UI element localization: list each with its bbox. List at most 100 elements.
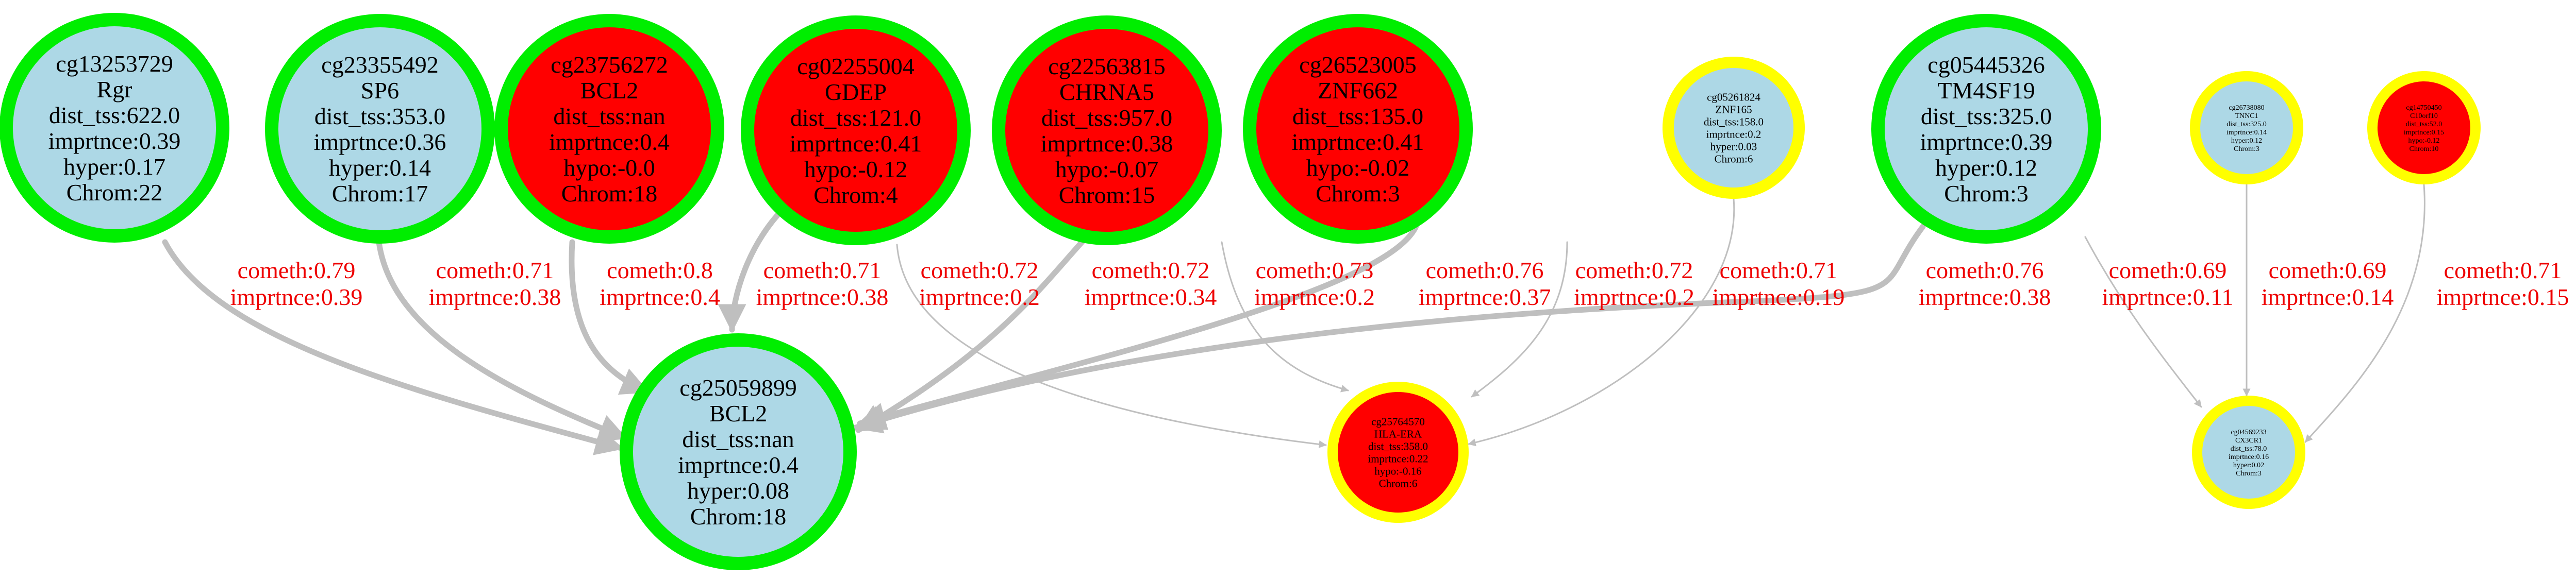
node-body	[2202, 406, 2295, 499]
edge-importance-value: imprtnce:0.19	[1713, 284, 1845, 310]
node-body	[13, 26, 216, 229]
node-label-line: Chrom:3	[1316, 180, 1400, 207]
node-label-line: BCL2	[580, 77, 638, 104]
edge-cg14750450-to-cg04569233	[2304, 183, 2425, 443]
node-label-line: C10orf10	[2410, 112, 2438, 120]
edge-cometh-value: cometh:0.79	[238, 257, 356, 283]
edge-cometh-value: cometh:0.71	[1720, 257, 1838, 283]
node-label-line: Chrom:22	[67, 179, 163, 206]
node-label-line: hyper:0.02	[2233, 462, 2264, 469]
node-body	[508, 27, 711, 230]
node-label-line: imprtnce:0.15	[2404, 129, 2444, 137]
node-label-line: hyper:0.08	[687, 478, 789, 504]
node-label-line: hypo:-0.0	[563, 155, 655, 181]
edge-cg05445326-to-cg25059899	[853, 224, 1926, 434]
edge-cg23756272-to-cg25059899	[569, 239, 650, 395]
node-label-line: dist_tss:622.0	[49, 102, 180, 128]
node-cg23355492[interactable]: cg23355492 SP6 dist_tss:353.0 imprtnce:0.36…	[265, 14, 495, 244]
edge-cg02255004-to-cg25764570	[896, 244, 1327, 448]
edge-importance-value: imprtnce:0.38	[429, 284, 561, 310]
node-label-line: imprtnce:0.41	[790, 130, 922, 157]
node-label-line: cg25059899	[679, 374, 796, 401]
edge-cg02255004-to-cg25059899	[718, 200, 792, 333]
node-body	[1674, 68, 1793, 188]
node-label-line: imprtnce:0.4	[549, 129, 670, 155]
node-label-line: imprtnce:0.2	[1706, 128, 1761, 140]
node-cg23756272[interactable]: cg23756272 BCL2 dist_tss:nan imprtnce:0.4 hy…	[494, 14, 724, 244]
node-body	[1885, 27, 2088, 230]
node-body	[2378, 81, 2470, 174]
node-label-line: dist_tss:135.0	[1292, 103, 1423, 129]
node-label-line: hypo:-0.12	[804, 156, 908, 182]
node-label-line: ZNF662	[1318, 77, 1398, 104]
edge-cg26523005-to-cg25764570	[1471, 241, 1568, 398]
node-cg25764570[interactable]: cg25764570 HLA-ERA dist_tss:358.0 imprtnce:…	[1327, 382, 1469, 523]
node-cg04569233[interactable]: cg04569233 CX3CR1 dist_tss:78.0 imprtnce:0.…	[2192, 396, 2305, 509]
node-body	[1338, 392, 1458, 513]
node-body	[633, 347, 843, 557]
edge-label-cg14750450-to-cg04569233: cometh:0.71 imprtnce:0.15	[2437, 257, 2569, 310]
node-cg14750450[interactable]: cg14750450 C10orf10 dist_tss:52.0 imprtnce:…	[2367, 71, 2481, 184]
node-label-line: cg02255004	[797, 53, 914, 79]
edge-label-cg26738080-to-cg04569233: cometh:0.69 imprtnce:0.14	[2262, 257, 2394, 310]
edge-cometh-value: cometh:0.69	[2109, 257, 2227, 283]
node-label-line: cg14750450	[2406, 104, 2441, 112]
node-label-line: hyper:0.03	[1710, 140, 1757, 152]
node-label-line: Chrom:3	[2236, 470, 2262, 478]
node-label-line: hyper:0.12	[2231, 137, 2262, 145]
node-label-line: imprtnce:0.39	[1920, 129, 2053, 155]
edge-label-cg02255004-to-cg25059899: cometh:0.71 imprtnce:0.38	[756, 257, 889, 310]
node-label-line: TM4SF19	[1937, 77, 2035, 104]
node-cg02255004[interactable]: cg02255004 GDEP dist_tss:121.0 imprtnce:0.4…	[741, 15, 971, 245]
node-label-line: imprtnce:0.4	[678, 452, 799, 478]
node-label-line: cg23756272	[551, 52, 668, 78]
edge-label-cg05261824-to-cg25764570: cometh:0.71 imprtnce:0.19	[1713, 257, 1845, 310]
node-label-line: CHRNA5	[1059, 79, 1154, 105]
node-cg26738080[interactable]: cg26738080 TNNC1 dist_tss:325.0 imprtnce:0.…	[2190, 71, 2303, 184]
node-label-line: dist_tss:957.0	[1041, 105, 1172, 131]
node-cg25059899[interactable]: cg25059899 BCL2 dist_tss:nan imprtnce:0.4 hy…	[620, 333, 857, 570]
node-body	[2200, 81, 2293, 174]
node-label-line: cg26523005	[1299, 52, 1416, 78]
node-cg22563815[interactable]: cg22563815 CHRNA5 dist_tss:957.0 imprtnce:0…	[992, 15, 1222, 245]
node-cg26523005[interactable]: cg26523005 ZNF662 dist_tss:135.0 imprtnce:0…	[1243, 14, 1473, 244]
edge-cometh-value: cometh:0.71	[763, 257, 882, 283]
edge-importance-value: imprtnce:0.38	[756, 284, 889, 310]
node-label-line: imprtnce:0.36	[314, 129, 446, 155]
node-body	[1005, 29, 1208, 232]
node-label-line: dist_tss:52.0	[2406, 121, 2442, 128]
edge-label-cg26523005-to-cg25764570: cometh:0.72 imprtnce:0.2	[1574, 257, 1694, 310]
node-label-line: dist_tss:353.0	[314, 103, 445, 129]
node-label-line: Chrom:18	[561, 180, 658, 207]
nodes-layer: cg13253729 Rgr dist_tss:622.0 imprtnce:0.39…	[0, 13, 2481, 570]
node-label: cg13253729 Rgr dist_tss:622.0 imprtnce:0.39…	[48, 50, 181, 206]
node-cg13253729[interactable]: cg13253729 Rgr dist_tss:622.0 imprtnce:0.39…	[0, 13, 229, 243]
node-body	[278, 27, 481, 230]
node-label: cg05261824 ZNF165 dist_tss:158.0 imprtnce:0…	[1704, 91, 1764, 165]
edge-cg26523005-to-cg25059899	[857, 218, 1421, 431]
edge-cometh-value: cometh:0.71	[2444, 257, 2562, 283]
edge-importance-value: imprtnce:0.38	[1919, 284, 2051, 310]
node-label-line: CX3CR1	[2235, 437, 2262, 445]
node-label-line: cg04569233	[2231, 429, 2266, 436]
node-cg05445326[interactable]: cg05445326 TM4SF19 dist_tss:325.0 imprtnce:…	[1871, 14, 2101, 244]
node-label-line: hypo:-0.07	[1055, 156, 1159, 182]
node-cg05261824[interactable]: cg05261824 ZNF165 dist_tss:158.0 imprtnce:0…	[1663, 57, 1805, 199]
edge-cometh-value: cometh:0.72	[1575, 257, 1693, 283]
node-label: cg04569233 CX3CR1 dist_tss:78.0 imprtnce:0.…	[2229, 429, 2269, 478]
node-label: cg02255004 GDEP dist_tss:121.0 imprtnce:0.4…	[790, 53, 922, 208]
node-label-line: imprtnce:0.38	[1041, 130, 1173, 157]
edge-label-cg26523005-to-cg25059899: cometh:0.76 imprtnce:0.37	[1419, 257, 1551, 310]
edge-label-cg13253729-to-cg25059899: cometh:0.79 imprtnce:0.39	[230, 257, 363, 310]
node-label-line: cg05261824	[1707, 91, 1760, 103]
node-label-line: TNNC1	[2235, 112, 2258, 120]
node-label-line: hyper:0.12	[1935, 155, 2037, 181]
node-label-line: imprtnce:0.41	[1292, 129, 1424, 155]
node-label: cg14750450 C10orf10 dist_tss:52.0 imprtnce:…	[2404, 104, 2444, 153]
node-label-line: dist_tss:nan	[682, 426, 794, 452]
edge-importance-value: imprtnce:0.39	[230, 284, 363, 310]
node-label-line: Chrom:4	[813, 182, 898, 208]
node-label-line: cg13253729	[56, 50, 173, 77]
